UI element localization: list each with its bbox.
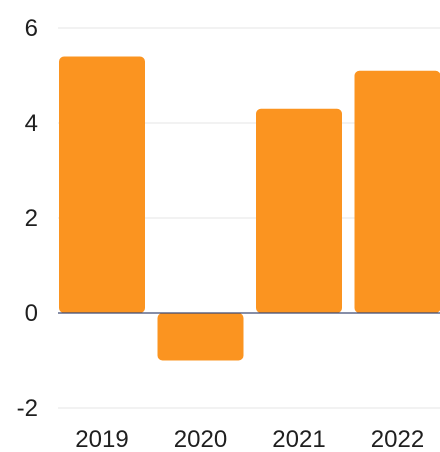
x-tick-label-2020: 2020: [174, 426, 227, 452]
labels: 6 4 2 0 -2 2019 2020 2021 2022: [17, 15, 425, 452]
x-tick-label-2019: 2019: [75, 426, 128, 452]
y-tick-label: 4: [25, 110, 38, 137]
y-tick-label: 6: [25, 15, 38, 42]
bar-2019: [59, 56, 145, 313]
bar-2021: [256, 108, 342, 313]
bar-2022: [354, 70, 440, 313]
bar-2020: [157, 313, 244, 361]
y-tick-label: 2: [25, 205, 38, 232]
y-tick-label: -2: [17, 395, 38, 422]
y-tick-label: 0: [25, 300, 38, 327]
x-tick-label-2022: 2022: [371, 426, 424, 452]
bars: [59, 56, 440, 361]
x-tick-label-2021: 2021: [272, 426, 325, 452]
